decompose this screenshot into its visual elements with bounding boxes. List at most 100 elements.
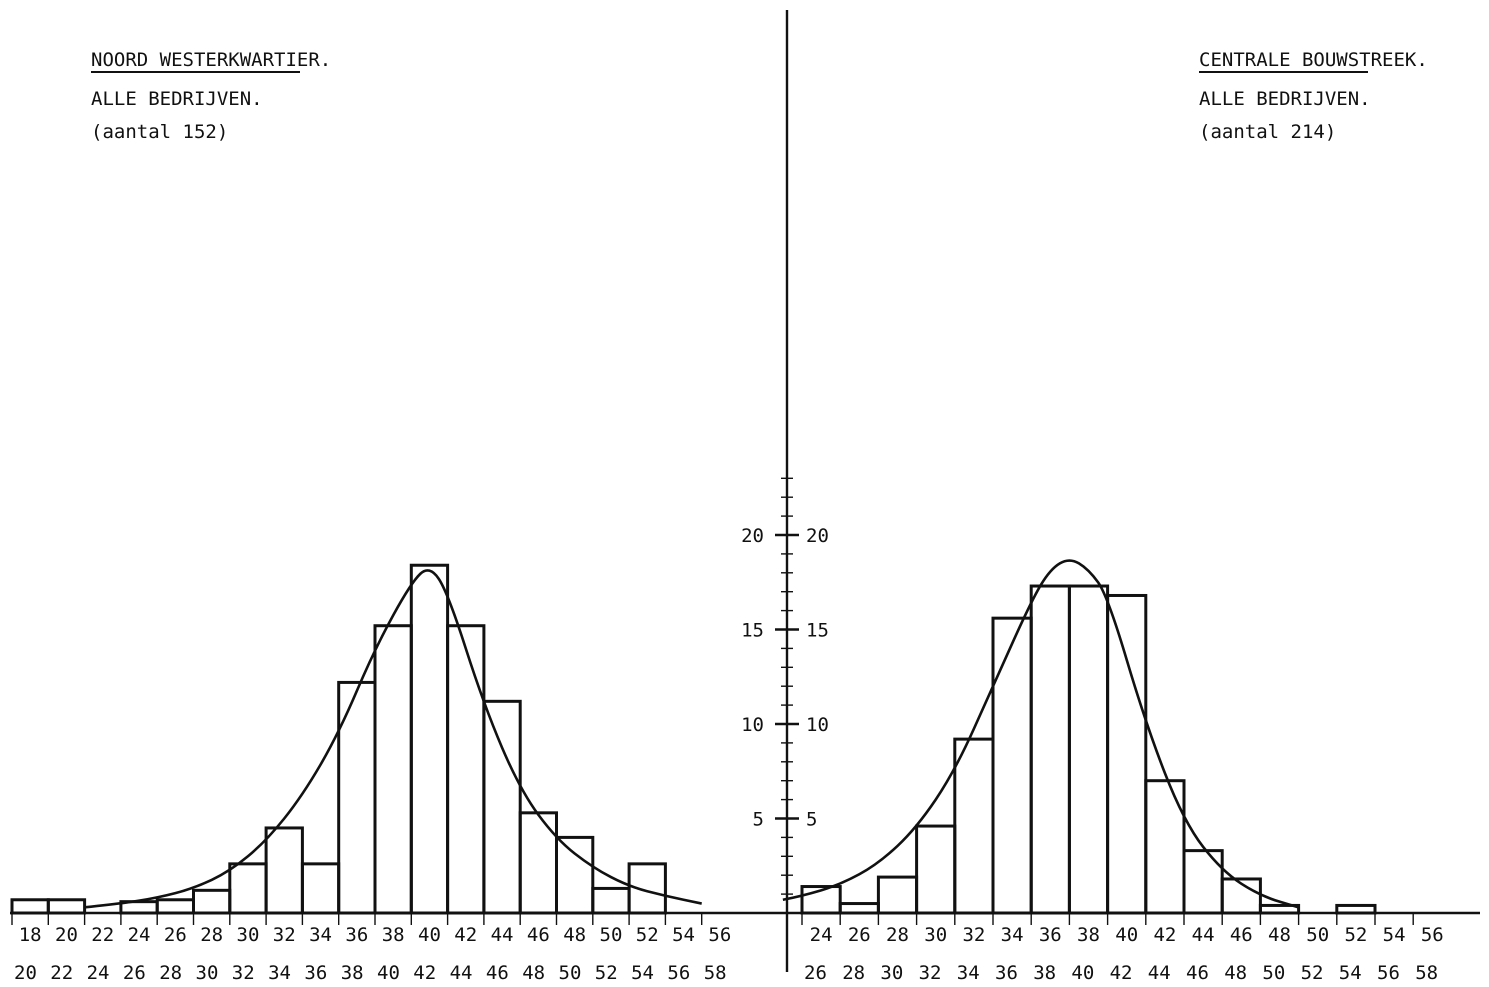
x-tick-label-top: 30 (237, 924, 260, 946)
x-tick-label-bottom: 48 (522, 962, 545, 984)
x-tick-label-top: 20 (55, 924, 78, 946)
histogram-bar (373, 624, 413, 915)
y-tick-label-right: 20 (806, 525, 829, 547)
x-tick-label-top: 36 (345, 924, 368, 946)
histogram-bar (46, 898, 87, 915)
histogram-bar (482, 699, 522, 915)
right-chart-subtitle: ALLE BEDRIJVEN. (1199, 88, 1371, 110)
x-tick-label-bottom: 34 (957, 962, 980, 984)
histogram-bar (555, 835, 595, 915)
x-tick-label-bottom: 32 (232, 962, 255, 984)
x-tick-label-bottom: 24 (87, 962, 110, 984)
x-tick-label-bottom: 58 (704, 962, 727, 984)
x-tick-label-top: 28 (886, 924, 909, 946)
x-tick-label-top: 24 (810, 924, 833, 946)
fitted-normal-curve (782, 559, 1299, 909)
left-histogram: 18 20 20 22 22 24 24 26 26 28 28 30 30 32 32 34 34 36 36 38… (10, 563, 731, 984)
x-tick-label-top: 38 (382, 924, 405, 946)
x-tick-label-bottom: 44 (450, 962, 473, 984)
y-tick-label-right: 15 (806, 620, 829, 642)
x-tick-label-bottom: 22 (50, 962, 73, 984)
x-tick-label-top: 50 (1306, 924, 1329, 946)
histogram-bar (409, 563, 450, 915)
histogram-bar (1182, 849, 1224, 915)
x-tick-label-bottom: 20 (14, 962, 37, 984)
x-tick-label-top: 38 (1077, 924, 1100, 946)
x-tick-label-top: 32 (273, 924, 296, 946)
y-axis-ticks: 5 5 10 10 15 15 20 20 (741, 477, 829, 895)
x-tick-label-bottom: 40 (377, 962, 400, 984)
x-tick-label-top: 42 (1153, 924, 1176, 946)
x-tick-label-top: 42 (454, 924, 477, 946)
x-tick-label-top: 28 (200, 924, 223, 946)
right-histogram: 24 26 26 28 28 30 30 32 32 34 34 36 36 38 38 40 40 42 42 44… (782, 559, 1444, 984)
x-tick-label-top: 34 (309, 924, 332, 946)
right-chart-title: CENTRALE BOUWSTREEK. (1199, 49, 1428, 71)
x-tick-label-bottom: 42 (413, 962, 436, 984)
histogram-bar (1258, 903, 1301, 915)
x-tick-label-bottom: 26 (123, 962, 146, 984)
histogram-bar (228, 862, 268, 915)
x-tick-label-bottom: 56 (1377, 962, 1400, 984)
histogram-bar (155, 898, 195, 915)
x-tick-label-top: 44 (1192, 924, 1215, 946)
histogram-bar (300, 862, 341, 915)
x-tick-label-top: 40 (418, 924, 441, 946)
histogram-bar (838, 902, 880, 915)
x-tick-label-bottom: 54 (1339, 962, 1362, 984)
histogram-bar (1220, 877, 1262, 915)
x-tick-label-bottom: 34 (268, 962, 291, 984)
x-tick-label-bottom: 58 (1415, 962, 1438, 984)
x-tick-label-bottom: 48 (1224, 962, 1247, 984)
x-tick-label-top: 48 (1268, 924, 1291, 946)
x-tick-label-top: 24 (128, 924, 151, 946)
histogram-bar (1335, 903, 1377, 915)
histogram-bar (1067, 584, 1110, 915)
fitted-normal-curve (84, 569, 702, 909)
histogram-bar (264, 826, 304, 915)
x-tick-label-bottom: 44 (1148, 962, 1171, 984)
histogram-bar (1106, 593, 1148, 915)
x-tick-label-bottom: 40 (1071, 962, 1094, 984)
x-tick-label-top: 46 (1230, 924, 1253, 946)
x-tick-label-bottom: 52 (595, 962, 618, 984)
left-chart-count: (aantal 152) (91, 121, 228, 143)
right-chart-count: (aantal 214) (1199, 121, 1336, 143)
x-tick-label-top: 54 (672, 924, 695, 946)
x-tick-label-top: 46 (527, 924, 550, 946)
y-tick-label-right: 10 (806, 714, 829, 736)
x-tick-label-bottom: 26 (804, 962, 827, 984)
x-tick-label-bottom: 36 (995, 962, 1018, 984)
x-tick-label-top: 26 (848, 924, 871, 946)
x-tick-label-top: 56 (708, 924, 731, 946)
x-tick-label-top: 36 (1039, 924, 1062, 946)
x-tick-label-top: 26 (164, 924, 187, 946)
histogram-bar (1029, 584, 1071, 915)
x-tick-label-bottom: 28 (159, 962, 182, 984)
x-tick-label-top: 52 (636, 924, 659, 946)
histogram-bar (800, 885, 842, 915)
x-tick-label-bottom: 38 (1033, 962, 1056, 984)
x-tick-label-bottom: 46 (1186, 962, 1209, 984)
y-tick-label-left: 5 (753, 809, 764, 831)
x-tick-label-bottom: 42 (1110, 962, 1133, 984)
left-chart-title: NOORD WESTERKWARTIER. (91, 49, 331, 71)
x-tick-label-bottom: 56 (667, 962, 690, 984)
x-tick-label-bottom: 38 (341, 962, 364, 984)
histogram-bar (591, 886, 631, 915)
x-tick-label-bottom: 52 (1301, 962, 1324, 984)
histogram-bar (518, 811, 559, 915)
x-tick-label-bottom: 32 (919, 962, 942, 984)
left-chart-subtitle: ALLE BEDRIJVEN. (91, 88, 263, 110)
x-tick-label-top: 34 (1001, 924, 1024, 946)
histogram-bar (446, 624, 486, 915)
x-tick-label-bottom: 30 (196, 962, 219, 984)
x-tick-label-bottom: 30 (880, 962, 903, 984)
x-tick-label-bottom: 36 (304, 962, 327, 984)
x-tick-label-top: 30 (924, 924, 947, 946)
x-tick-label-top: 22 (91, 924, 114, 946)
x-tick-label-top: 54 (1383, 924, 1406, 946)
x-tick-label-bottom: 46 (486, 962, 509, 984)
histogram-bar (192, 888, 232, 915)
